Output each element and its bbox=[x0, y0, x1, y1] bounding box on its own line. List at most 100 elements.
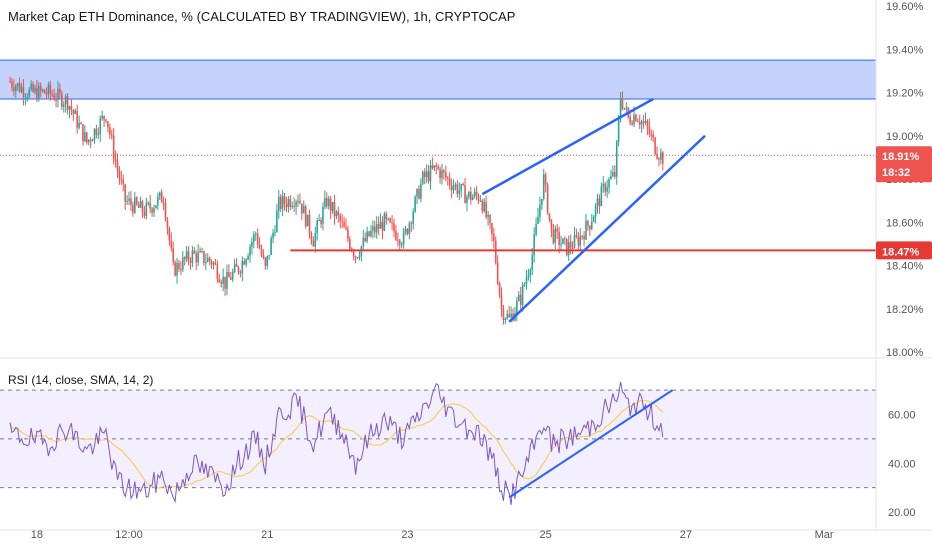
candle-body bbox=[466, 196, 468, 204]
candle-body bbox=[406, 228, 409, 234]
candle-body bbox=[548, 213, 551, 220]
candle-body bbox=[500, 295, 503, 309]
rsi-ma-line bbox=[9, 399, 664, 489]
candle-body bbox=[610, 176, 612, 179]
candle-body bbox=[431, 165, 434, 169]
candle-body bbox=[128, 198, 130, 201]
candle-body bbox=[160, 192, 163, 203]
candle-body bbox=[126, 200, 128, 202]
candle-body bbox=[34, 87, 36, 92]
candle-body bbox=[220, 282, 222, 284]
candle-body bbox=[64, 96, 67, 105]
candle-body bbox=[74, 110, 77, 115]
candle-body bbox=[400, 244, 403, 246]
candle-body bbox=[381, 221, 384, 231]
candle-body bbox=[16, 83, 19, 87]
candle-body bbox=[485, 201, 487, 218]
candle-body bbox=[531, 255, 534, 271]
candle-body bbox=[450, 185, 453, 191]
candle-body bbox=[281, 196, 284, 209]
price-tick-label: 19.60% bbox=[886, 1, 924, 13]
candle-body bbox=[208, 257, 211, 262]
candle-body bbox=[268, 255, 270, 257]
candle-body bbox=[145, 202, 148, 217]
candle-body bbox=[612, 172, 614, 177]
candle-body bbox=[569, 242, 572, 248]
candle-body bbox=[182, 257, 184, 270]
candle-body bbox=[22, 87, 25, 98]
candle-body bbox=[416, 188, 418, 197]
candle-body bbox=[55, 99, 57, 101]
candle-body bbox=[637, 120, 639, 123]
candle-body bbox=[489, 215, 491, 224]
candle-body bbox=[377, 224, 380, 229]
time-tick-label: 23 bbox=[401, 529, 413, 541]
candle-body bbox=[379, 221, 382, 229]
candle-body bbox=[629, 116, 631, 123]
candle-body bbox=[86, 132, 88, 143]
candle-body bbox=[316, 220, 318, 233]
rsi-pane[interactable] bbox=[0, 381, 876, 505]
candle-body bbox=[285, 203, 288, 208]
candle-body bbox=[151, 208, 153, 213]
time-tick-label: 12:00 bbox=[115, 529, 143, 541]
candle-body bbox=[397, 239, 399, 241]
candle-body bbox=[197, 252, 199, 263]
candle-body bbox=[585, 220, 587, 240]
wedge-lower-trendline bbox=[508, 134, 706, 323]
candle-body bbox=[335, 211, 338, 217]
candle-body bbox=[573, 235, 576, 249]
candle-body bbox=[619, 99, 622, 119]
candle-body bbox=[20, 87, 23, 92]
candle-body bbox=[633, 114, 635, 125]
candle-body bbox=[604, 183, 606, 192]
candle-body bbox=[274, 231, 276, 233]
time-tick-label: Mar bbox=[815, 529, 834, 541]
candle-body bbox=[49, 84, 52, 94]
candle-body bbox=[464, 184, 466, 204]
rsi-title: RSI (14, close, SMA, 14, 2) bbox=[8, 373, 154, 387]
candle-body bbox=[537, 216, 539, 225]
candle-body bbox=[99, 118, 102, 134]
countdown-label: 18:32 bbox=[882, 167, 910, 179]
candle-body bbox=[24, 96, 27, 98]
candle-body bbox=[112, 135, 115, 159]
candle-body bbox=[356, 257, 359, 259]
price-tick-label: 19.40% bbox=[886, 44, 924, 56]
candle-body bbox=[264, 257, 267, 266]
candle-body bbox=[347, 229, 349, 240]
candle-body bbox=[203, 251, 205, 264]
candle-body bbox=[452, 186, 455, 191]
resistance-zone bbox=[0, 60, 876, 99]
candle-body bbox=[245, 259, 247, 265]
candle-body bbox=[439, 168, 441, 179]
candle-body bbox=[57, 88, 59, 100]
candle-body bbox=[28, 89, 30, 97]
price-pane[interactable] bbox=[0, 59, 876, 325]
candle-body bbox=[556, 228, 558, 232]
candle-body bbox=[26, 96, 29, 98]
candle-body bbox=[443, 170, 445, 173]
candle-body bbox=[487, 215, 489, 218]
candle-body bbox=[235, 264, 238, 267]
price-tick-label: 18.60% bbox=[886, 217, 924, 229]
candle-body bbox=[470, 191, 472, 200]
candle-body bbox=[541, 198, 543, 205]
candle-body bbox=[337, 211, 340, 216]
candle-body bbox=[105, 119, 107, 122]
candle-body bbox=[258, 244, 261, 249]
candle-body bbox=[155, 205, 157, 209]
wedge-upper-trendline bbox=[481, 97, 654, 196]
candle-body bbox=[333, 202, 336, 217]
candle-body bbox=[341, 221, 343, 223]
candle-body bbox=[631, 122, 633, 125]
candle-body bbox=[414, 196, 416, 212]
candle-body bbox=[143, 212, 146, 217]
candle-body bbox=[479, 200, 482, 202]
candle-body bbox=[222, 276, 224, 284]
candle-body bbox=[193, 250, 196, 254]
candle-body bbox=[270, 238, 272, 256]
candle-body bbox=[454, 184, 457, 187]
candle-body bbox=[164, 202, 167, 220]
